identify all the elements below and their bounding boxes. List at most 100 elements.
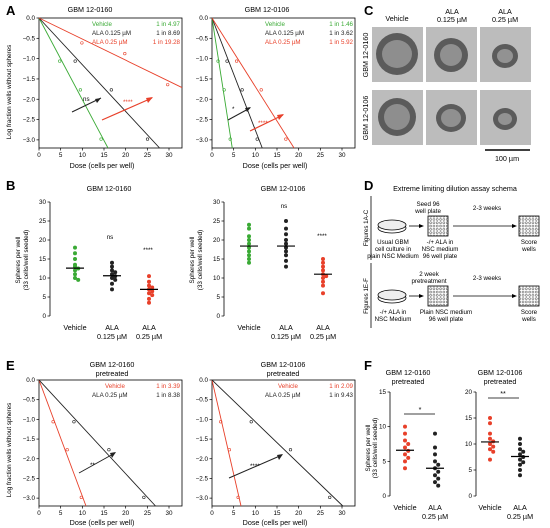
e-left-ytick-label--0.5: −0.5 [23,397,36,404]
f-right-title-1: GBM 12-0106 [478,368,523,377]
a-right-ytick-label--1.0: −1.0 [196,56,209,63]
e-left-series-line-0 [38,379,87,507]
c-col-vehicle: Vehicle [385,14,408,23]
a-left-legend-vehicle-value: 1 in 4.97 [156,21,180,28]
b-left-ytick-label-15: 15 [39,256,47,263]
f-left-point-1-6 [436,469,441,474]
f-right-cat-ala-a: ALA [513,503,527,512]
b-right-cat-ala125-b: 0.125 µM [271,332,301,341]
f-left-ytick-label-0: 0 [382,493,386,500]
e-left-axis-ticks: 0 5 10 15 20 25 30 0.0 −0.5 −1.0 −1.5 −2.0 −2.5 −3.0 [23,377,173,517]
b-left-cat-ala125-b: 0.125 µM [97,332,127,341]
b-left-point-2-8 [147,296,151,301]
b-left-point-1-6 [110,276,114,280]
d-pre-1: 2 week [419,271,440,278]
f-right-point-0-8 [491,449,496,454]
a-left-sig-ns: ns [83,96,90,103]
a-left-xtick-label-25: 25 [144,152,152,159]
microscopy-grid [372,27,531,145]
a-left-ytick-label--1.5: −1.5 [23,76,36,83]
b-left-ytick-label-10: 10 [39,275,47,282]
b-right-axis-ticks: 0 5 10 15 20 25 30 [213,199,224,320]
b-right-point-1-4 [284,241,288,246]
f-left-cat-vehicle: Vehicle [393,503,416,512]
f-left-ytick-label-5: 5 [382,458,386,465]
b-left-point-2-0 [147,274,151,279]
b-right-ylabel-2: (33 cells/well seeded) [197,230,204,291]
b-right-sig-star: **** [317,233,327,240]
f-right-point-1-7 [521,460,526,465]
f-left-point-0-9 [403,466,407,471]
e-left-ytick-label-0.0: 0.0 [26,377,35,384]
panel-label-a: A [6,3,16,18]
d-weeks-2: 2-3 weeks [473,275,501,282]
b-left-points [66,245,158,305]
b-right-point-0-9 [247,260,251,265]
a-right-series-2-point-0 [235,59,239,63]
a-right-axis-ticks: 0 5 10 15 20 25 30 0.0 −0.5 −1.0 −1.5 −2.0 −2.5 −3.0 [196,15,346,159]
d-ala-nsc-2: NSC Medium [375,316,412,323]
a-right-xlabel: Dose (cells per well) [243,161,308,170]
a-left-series-2-point-2 [166,83,170,87]
a-left-xlabel: Dose (cells per well) [70,161,135,170]
d-score-4: wells [521,316,536,323]
d-fig1-label: Figures 1A-C [363,209,370,246]
e-right-lines [211,379,344,507]
b-right-ytick-label-25: 25 [213,218,221,225]
a-left-xtick-label-10: 10 [79,152,87,159]
a-right-lines [211,17,295,149]
a-right-xtick-label-20: 20 [295,152,303,159]
a-right-xtick-label-15: 15 [273,152,281,159]
d-arrowhead-1 [419,224,424,228]
b-left-cat-vehicle: Vehicle [63,323,86,332]
f-right-cat-ala-b: 0.25 µM [507,512,533,521]
a-right-ytick-label--3.0: −3.0 [196,137,209,144]
b-right-cat-ala125-a: ALA [279,323,293,332]
e-right-legend-vehicle: Vehicle [278,383,299,390]
b-right-point-2-5 [324,274,329,279]
b-right-ylabel-1: Spheres per well [189,237,196,284]
e-left-series-1-point-1 [107,448,111,452]
e-left-ytick-label--1.0: −1.0 [23,416,36,423]
f-left-point-1-0 [433,431,437,436]
e-right-xtick-label-15: 15 [273,510,281,517]
f-right-point-0-7 [488,447,492,452]
f-left-point-0-8 [403,459,407,464]
e-right-plot-frame [211,379,356,507]
b-right-point-0-6 [247,249,251,254]
e-left-ytick-label--3.0: −3.0 [23,495,36,502]
a-right-arrow-red [249,114,284,132]
e-left-plot-frame [38,379,183,507]
c-row-0106: GBM 12-0106 [361,96,370,141]
f-left-point-1-10 [436,483,441,488]
e-left-lines [38,379,156,507]
a-left-series-0-point-2 [99,137,103,141]
d-ala-1: -/+ ALA in [427,239,454,246]
d-fig2-label: Figures 1E-F [363,278,370,314]
b-left-cat-ala25-a: ALA [142,323,156,332]
f-right-title-2: pretreated [484,377,517,386]
e-left-xtick-label-15: 15 [100,510,108,517]
b-left-point-1-0 [110,260,114,265]
panel-label-c: C [364,3,374,18]
d-score-plate-icon-2 [518,285,540,307]
a-right-series-line-1 [211,17,263,149]
a-right-series-1-point-1 [240,88,244,92]
a-right-series-2-point-2 [284,137,288,141]
e-left-ytick-label--2.0: −2.0 [23,456,36,463]
e-right-series-1-point-2 [328,495,332,499]
a-left-legend-ala25-value: 1 in 19.28 [153,39,181,46]
panel-label-f: F [364,358,372,373]
e-left-xtick-label-0: 0 [37,510,41,517]
a-right-ytick-label-0.0: 0.0 [199,15,208,22]
a-right-legend-vehicle: Vehicle [265,21,286,28]
f-left-point-0-3 [406,442,411,446]
e-right-ytick-label--1.5: −1.5 [196,436,209,443]
a-left-series-1-point-2 [145,137,150,141]
e-right-xlabel: Dose (cells per well) [243,518,308,527]
a-right-series-1-point-0 [225,59,229,63]
d-score-plate-icon-1 [518,215,540,237]
d-usual-2: cell culture in [375,246,412,253]
d-pre-2: pretreatment [411,278,446,285]
